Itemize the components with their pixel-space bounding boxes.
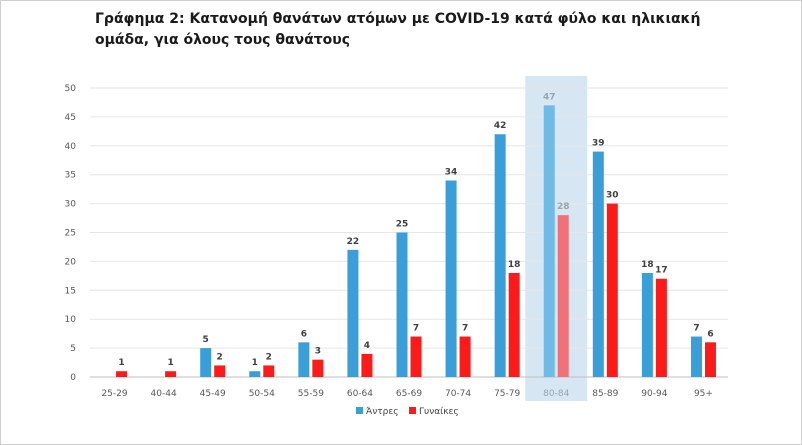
data-label: 7	[413, 324, 419, 334]
data-label: 1	[252, 358, 258, 368]
data-label: 17	[655, 266, 668, 276]
bar-women-95+	[704, 342, 716, 377]
data-label: 3	[315, 347, 321, 357]
data-label: 6	[707, 329, 713, 339]
data-label: 4	[364, 341, 370, 351]
x-tick-label: 65-69	[396, 389, 422, 399]
x-tick-label: 70-74	[445, 389, 471, 399]
x-tick-label: 50-54	[249, 389, 275, 399]
highlight-band	[525, 76, 588, 401]
legend-label: Άντρες	[366, 407, 399, 417]
bar-women-80-84	[557, 215, 569, 377]
y-tick-label: 30	[65, 200, 77, 210]
y-axis-ticks: 0 5 10 15 20 25 30 35 40 45 50	[65, 84, 77, 383]
chart-title: Γράφημα 2: Κατανομή θανάτων ατόμων με CO…	[95, 11, 701, 48]
data-label: 28	[557, 202, 570, 212]
bar-women-45-49	[214, 365, 226, 377]
x-tick-label: 75-79	[494, 389, 520, 399]
x-tick-label: 80-84	[543, 389, 569, 399]
y-tick-label: 45	[65, 113, 76, 123]
bar-women-55-59	[312, 359, 324, 377]
bar-women-75-79	[508, 272, 520, 377]
bar-men-80-84	[543, 105, 555, 377]
data-label: 5	[203, 335, 209, 345]
data-label: 7	[693, 324, 699, 334]
data-label: 18	[641, 260, 654, 270]
data-label: 2	[266, 352, 272, 362]
y-tick-label: 50	[65, 84, 77, 94]
bar-men-90-94	[641, 272, 653, 377]
bar-men-55-59	[298, 342, 310, 377]
data-label: 42	[494, 121, 507, 131]
x-tick-label: 95+	[694, 389, 713, 399]
bars	[116, 105, 716, 377]
x-tick-label: 25-29	[101, 389, 127, 399]
x-tick-label: 40-44	[151, 389, 177, 399]
bar-men-95+	[690, 336, 702, 377]
x-tick-label: 60-64	[347, 389, 373, 399]
bar-women-90-94	[655, 278, 667, 377]
bar-women-85-89	[606, 203, 618, 377]
y-tick-label: 0	[70, 373, 76, 383]
legend-swatch	[409, 407, 416, 414]
bar-men-60-64	[347, 249, 359, 377]
data-label: 6	[301, 329, 307, 339]
y-tick-label: 10	[65, 315, 77, 325]
bar-men-75-79	[494, 134, 506, 377]
y-tick-label: 40	[65, 142, 77, 152]
bar-women-25-29	[116, 371, 128, 377]
legend-swatch	[356, 407, 363, 414]
data-label: 25	[396, 220, 409, 230]
y-tick-label: 15	[65, 286, 76, 296]
bar-women-70-74	[459, 336, 471, 377]
x-tick-label: 55-59	[298, 389, 324, 399]
bar-men-50-54	[249, 371, 261, 377]
data-label: 34	[445, 167, 458, 177]
bar-men-70-74	[445, 180, 457, 377]
data-label: 2	[217, 352, 223, 362]
data-label: 1	[167, 358, 173, 368]
data-label: 39	[592, 139, 605, 149]
data-label: 30	[606, 191, 619, 201]
y-tick-label: 25	[65, 229, 76, 239]
gridlines	[90, 87, 728, 378]
bar-men-85-89	[592, 151, 604, 377]
x-tick-label: 90-94	[641, 389, 667, 399]
bar-women-65-69	[410, 336, 422, 377]
data-label: 18	[508, 260, 521, 270]
data-label: 7	[462, 324, 468, 334]
y-tick-label: 5	[70, 344, 76, 354]
x-tick-label: 45-49	[200, 389, 226, 399]
bar-men-65-69	[396, 232, 408, 377]
highlight-layer	[525, 76, 588, 401]
bar-women-40-44	[165, 371, 177, 377]
data-label: 1	[118, 358, 124, 368]
data-label: 22	[347, 237, 360, 247]
x-tick-label: 85-89	[592, 389, 618, 399]
bar-women-60-64	[361, 353, 373, 377]
bar-men-45-49	[200, 348, 212, 377]
data-label: 47	[543, 92, 556, 102]
x-axis-ticks: 25-29 40-44 45-49 50-54 55-59 60-64 65-69 70-74…	[101, 389, 713, 399]
y-tick-label: 35	[65, 171, 76, 181]
legend-label: Γυναίκες	[419, 407, 459, 417]
legend: Άντρες Γυναίκες	[356, 407, 459, 417]
y-tick-label: 20	[65, 257, 77, 267]
bar-women-50-54	[263, 365, 275, 377]
